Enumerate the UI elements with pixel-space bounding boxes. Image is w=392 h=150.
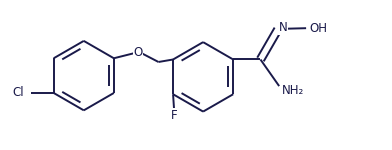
- Text: F: F: [171, 109, 178, 122]
- Text: N: N: [278, 21, 287, 34]
- Text: O: O: [133, 46, 143, 59]
- Text: Cl: Cl: [12, 87, 24, 99]
- Text: OH: OH: [310, 22, 328, 35]
- Text: NH₂: NH₂: [281, 84, 304, 97]
